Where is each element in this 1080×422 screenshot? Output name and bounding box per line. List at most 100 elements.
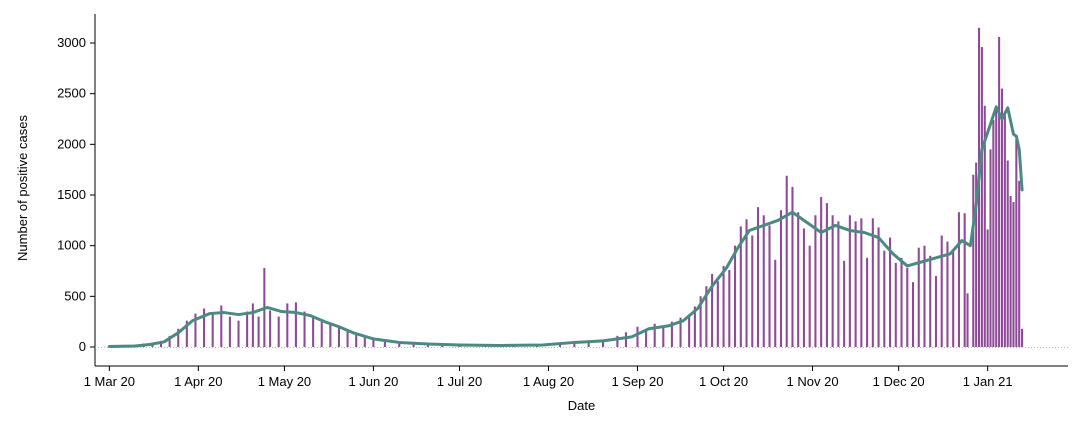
x-tick-label: 1 Jan 21: [963, 374, 1013, 389]
bar: [601, 339, 605, 347]
bar: [728, 269, 731, 347]
bar: [986, 229, 989, 347]
bar: [791, 186, 794, 347]
bar: [906, 267, 909, 347]
bar: [320, 321, 323, 347]
bar: [1006, 160, 1009, 347]
bar: [355, 333, 358, 347]
bar: [177, 328, 180, 347]
bar: [779, 210, 783, 347]
bar: [980, 47, 983, 348]
bar: [871, 218, 874, 347]
bar: [722, 265, 725, 347]
bar: [860, 218, 863, 347]
x-tick-label: 1 Sep 20: [611, 374, 663, 389]
bar: [889, 237, 892, 347]
bar: [294, 302, 297, 347]
x-tick-label: 1 Dec 20: [873, 374, 925, 389]
trend-line-series: [107, 105, 1024, 348]
bar: [228, 316, 231, 347]
x-tick-label: 1 Jun 20: [348, 374, 398, 389]
bar: [934, 276, 938, 347]
bar: [992, 120, 995, 347]
bar: [185, 320, 188, 347]
trend-line: [107, 105, 1024, 348]
bar: [911, 282, 915, 347]
x-tick-label: 1 Nov 20: [787, 374, 839, 389]
bar: [952, 251, 955, 347]
bar: [739, 226, 742, 347]
bar: [670, 321, 673, 347]
bar: [711, 274, 714, 347]
bar: [940, 235, 943, 347]
bar: [699, 296, 702, 347]
bar: [237, 320, 240, 347]
bar-series: [119, 27, 1024, 348]
bar: [768, 225, 771, 347]
bar: [653, 323, 656, 347]
bar: [900, 257, 903, 347]
bar: [573, 340, 576, 347]
bar: [636, 326, 639, 347]
x-tick-label: 1 Aug 20: [523, 374, 574, 389]
bar: [705, 286, 708, 347]
bar: [894, 262, 897, 347]
bar: [211, 314, 214, 347]
bar: [303, 311, 306, 347]
bar: [843, 260, 846, 347]
bar: [734, 245, 737, 347]
bar: [363, 336, 366, 347]
bar: [751, 235, 754, 347]
x-tick-label: 1 Apr 20: [174, 374, 222, 389]
y-tick-label: 2000: [57, 136, 86, 151]
bar: [1009, 196, 1012, 347]
bar: [277, 316, 280, 347]
bar: [312, 315, 315, 347]
bar: [877, 227, 880, 347]
x-tick-label: 1 May 20: [258, 374, 311, 389]
bar: [785, 175, 788, 347]
bar: [679, 317, 682, 347]
bar: [774, 259, 777, 347]
bar: [688, 314, 691, 347]
x-tick-label: 1 Mar 20: [84, 374, 135, 389]
bar: [883, 250, 886, 347]
bar: [337, 326, 340, 347]
bar: [825, 203, 828, 347]
bar: [966, 293, 969, 347]
bar: [1015, 139, 1018, 347]
bar: [802, 228, 805, 347]
bar: [662, 325, 665, 347]
bar: [257, 316, 260, 347]
bar: [168, 335, 171, 347]
y-tick-label: 3000: [57, 35, 86, 50]
bar: [995, 106, 998, 347]
x-tick-label: 1 Oct 20: [699, 374, 748, 389]
bar: [716, 281, 719, 347]
bar: [398, 342, 401, 347]
bar: [346, 329, 349, 347]
bar: [762, 215, 765, 347]
bar: [203, 308, 206, 347]
y-tick-label: 1000: [57, 238, 86, 253]
bar: [412, 343, 415, 347]
x-axis-title: Date: [568, 398, 595, 413]
bar: [194, 313, 197, 347]
y-tick-label: 500: [64, 288, 86, 303]
y-tick-label: 1500: [57, 187, 86, 202]
bar: [624, 332, 628, 347]
bar: [837, 221, 840, 347]
bar: [220, 305, 223, 347]
bar: [917, 247, 920, 347]
y-tick-label: 2500: [57, 86, 86, 101]
bar: [745, 219, 748, 347]
bar: [808, 245, 811, 347]
bar: [383, 340, 386, 347]
bar: [616, 335, 619, 347]
bar: [998, 36, 1001, 348]
bar: [645, 330, 648, 347]
bar: [975, 162, 978, 347]
bar: [797, 212, 800, 347]
bar: [923, 245, 926, 347]
